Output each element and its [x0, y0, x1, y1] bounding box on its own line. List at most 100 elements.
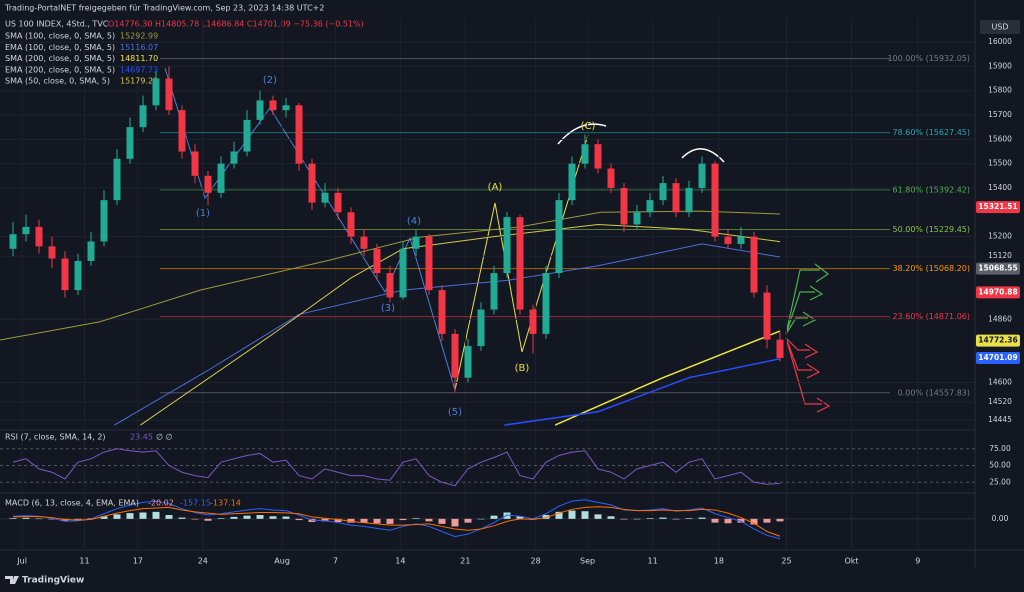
candle-body — [386, 273, 394, 298]
macd-hist-bar — [464, 518, 472, 523]
macd-hist-bar — [230, 516, 238, 519]
y-tick-label: 15900 — [988, 61, 1012, 70]
wave-label: (3) — [381, 303, 395, 314]
top-arc — [557, 123, 607, 145]
rsi-value: 23.45 — [130, 433, 153, 442]
candle-body — [711, 163, 719, 237]
macd-hist-bar — [594, 514, 602, 519]
macd-hist-bar — [152, 511, 160, 519]
candle-body — [685, 187, 693, 213]
y-tick-label: 14600 — [988, 378, 1012, 387]
macd-name: MACD (6, 13, close, 4, EMA, EMA) — [5, 499, 139, 508]
fib-label: 78.60% (15627.45) — [893, 128, 970, 137]
candle-body — [113, 158, 121, 201]
macd-hist-bar — [737, 518, 745, 523]
price-label-box — [976, 286, 1020, 299]
legend-value: 15292.99 — [120, 32, 158, 41]
x-tick-label: Okt — [844, 557, 858, 566]
wave-label: (4) — [407, 216, 421, 227]
fib-label: 61.80% (15392.42) — [893, 185, 970, 194]
macd-hist-bar — [178, 517, 186, 519]
candle-body — [698, 163, 706, 188]
macd-hist-bar — [139, 512, 147, 519]
candle-body — [529, 309, 537, 334]
ma-line — [504, 358, 781, 426]
arrow — [785, 263, 830, 335]
candle-body — [256, 100, 264, 120]
y-tick-label: 15500 — [988, 159, 1012, 168]
fib-label: 38.20% (15068.20) — [893, 264, 970, 273]
y-tick-label: 15700 — [988, 110, 1012, 119]
candle-body — [607, 168, 615, 188]
price-label: 15068.55 — [978, 264, 1017, 273]
candle-body — [568, 163, 576, 201]
candle-body — [22, 226, 30, 235]
candle-body — [659, 183, 667, 201]
x-tick-label: Aug — [274, 557, 290, 566]
macd-hist-bar — [620, 518, 628, 520]
candle-body — [74, 260, 82, 291]
rsi-extra: ∅ ∅ — [156, 433, 173, 442]
macd-hist-bar — [568, 510, 576, 519]
candle-body — [152, 78, 160, 106]
macd-hist-bar — [9, 518, 17, 519]
macd-hist-bar — [347, 518, 355, 523]
y-tick-label: 15400 — [988, 183, 1012, 192]
legend-value: 14811.70 — [120, 54, 158, 63]
macd-hist-bar — [477, 518, 485, 520]
candle-body — [451, 333, 459, 378]
candle-body — [425, 236, 433, 291]
x-tick-label: 14 — [395, 557, 405, 566]
candle-body — [477, 309, 485, 347]
candle-body — [269, 100, 277, 111]
x-tick-label: 28 — [531, 557, 541, 566]
candle-body — [100, 200, 108, 242]
y-tick-label: 15120 — [988, 251, 1012, 260]
macd-hist-bar — [191, 518, 199, 520]
candle-body — [321, 192, 329, 203]
macd-hist-bar — [412, 518, 420, 519]
candle-body — [9, 234, 17, 249]
macd-hist-bar — [256, 515, 264, 519]
x-tick-label: Jul — [16, 557, 27, 566]
macd-hist-bar — [334, 518, 342, 522]
macd-hist-bar — [750, 518, 758, 525]
macd-hist-bar — [555, 511, 563, 519]
brand-logo — [5, 576, 19, 584]
macd-line — [12, 499, 781, 540]
x-tick-label: 11 — [79, 557, 89, 566]
candle-body — [737, 236, 745, 244]
wave-label: (1) — [196, 208, 210, 219]
macd-tick-label: 0.00 — [992, 514, 1009, 523]
fib-label: 23.60% (14871.06) — [893, 312, 970, 321]
x-tick-label: 9 — [915, 557, 920, 566]
candle-body — [48, 246, 56, 259]
candle-body — [295, 105, 303, 164]
legend-value: 15179.22 — [120, 77, 158, 86]
rsi-line — [12, 448, 781, 487]
macd-hist-bar — [659, 517, 667, 519]
legend-value: 15116.07 — [120, 43, 158, 52]
y-tick-label: 15200 — [988, 232, 1012, 241]
candle-body — [724, 236, 732, 244]
arrow — [785, 311, 817, 335]
x-tick-label: 18 — [714, 557, 724, 566]
wave-label: (C) — [581, 121, 596, 132]
candle-body — [334, 192, 342, 213]
candle-body — [763, 292, 771, 340]
macd-hist-bar — [204, 518, 212, 521]
fib-label: 100.00% (15932.05) — [887, 54, 970, 63]
macd-hist-bar — [516, 516, 524, 519]
shared-by: Trading-PortalNET freigegeben für Tradin… — [4, 4, 324, 13]
candle-body — [35, 226, 43, 247]
macd-hist-bar — [126, 513, 134, 519]
candle-body — [230, 151, 238, 164]
y-tick-label: 16000 — [988, 37, 1012, 46]
macd-hist-bar — [685, 518, 693, 519]
wave-label: (B) — [515, 363, 530, 374]
candle-body — [581, 144, 589, 164]
fib-label: 0.00% (14557.83) — [898, 388, 970, 397]
macd-hist-bar — [243, 515, 251, 519]
candle-body — [308, 163, 316, 203]
